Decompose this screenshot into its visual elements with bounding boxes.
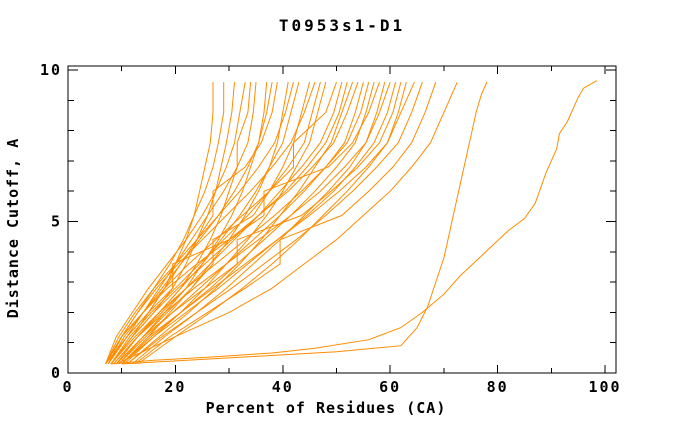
tick-labels: 0 20 40 60 80 100 0 5 10 — [40, 61, 621, 396]
model-curve-31 — [121, 81, 415, 365]
model-curve-29 — [115, 81, 402, 365]
y-tick-label: 5 — [51, 213, 62, 231]
model-curve-14 — [105, 81, 316, 365]
x-tick-label: 0 — [62, 378, 73, 396]
model-accuracy-curves — [105, 80, 598, 365]
model-curve-24 — [121, 81, 375, 365]
model-curve-27 — [113, 81, 391, 365]
model-curve-19 — [110, 81, 348, 365]
plot-border — [67, 65, 617, 374]
model-curve-28 — [124, 81, 397, 365]
model-curve-23 — [110, 81, 370, 365]
plot-frame — [67, 65, 617, 374]
model-curve-8 — [107, 82, 273, 365]
model-curve-10 — [121, 82, 289, 365]
model-curve-25 — [105, 81, 380, 365]
x-tick-label: 100 — [588, 378, 621, 396]
model-curve-11 — [105, 81, 294, 365]
model-curve-21 — [107, 81, 359, 365]
y-axis-label: Distance Cutoff, A — [4, 138, 22, 319]
model-curve-34 — [116, 81, 458, 365]
y-tick-label: 0 — [51, 364, 62, 382]
x-axis-label: Percent of Residues (CA) — [206, 399, 447, 417]
model-curve-2 — [107, 82, 225, 365]
y-tick-label: 10 — [40, 61, 62, 79]
model-curve-13 — [118, 81, 311, 365]
x-tick-label: 60 — [379, 378, 401, 396]
model-curve-33 — [134, 81, 437, 365]
x-tick-label: 20 — [164, 378, 186, 396]
model-curve-4 — [105, 82, 246, 365]
model-curve-9 — [110, 82, 278, 365]
plot-title: T0953s1-D1 — [279, 16, 405, 35]
x-tick-label: 40 — [272, 378, 294, 396]
model-curve-35 — [121, 81, 488, 365]
model-curve-36 — [110, 80, 598, 365]
model-curve-15 — [110, 81, 321, 365]
x-tick-label: 80 — [487, 378, 509, 396]
